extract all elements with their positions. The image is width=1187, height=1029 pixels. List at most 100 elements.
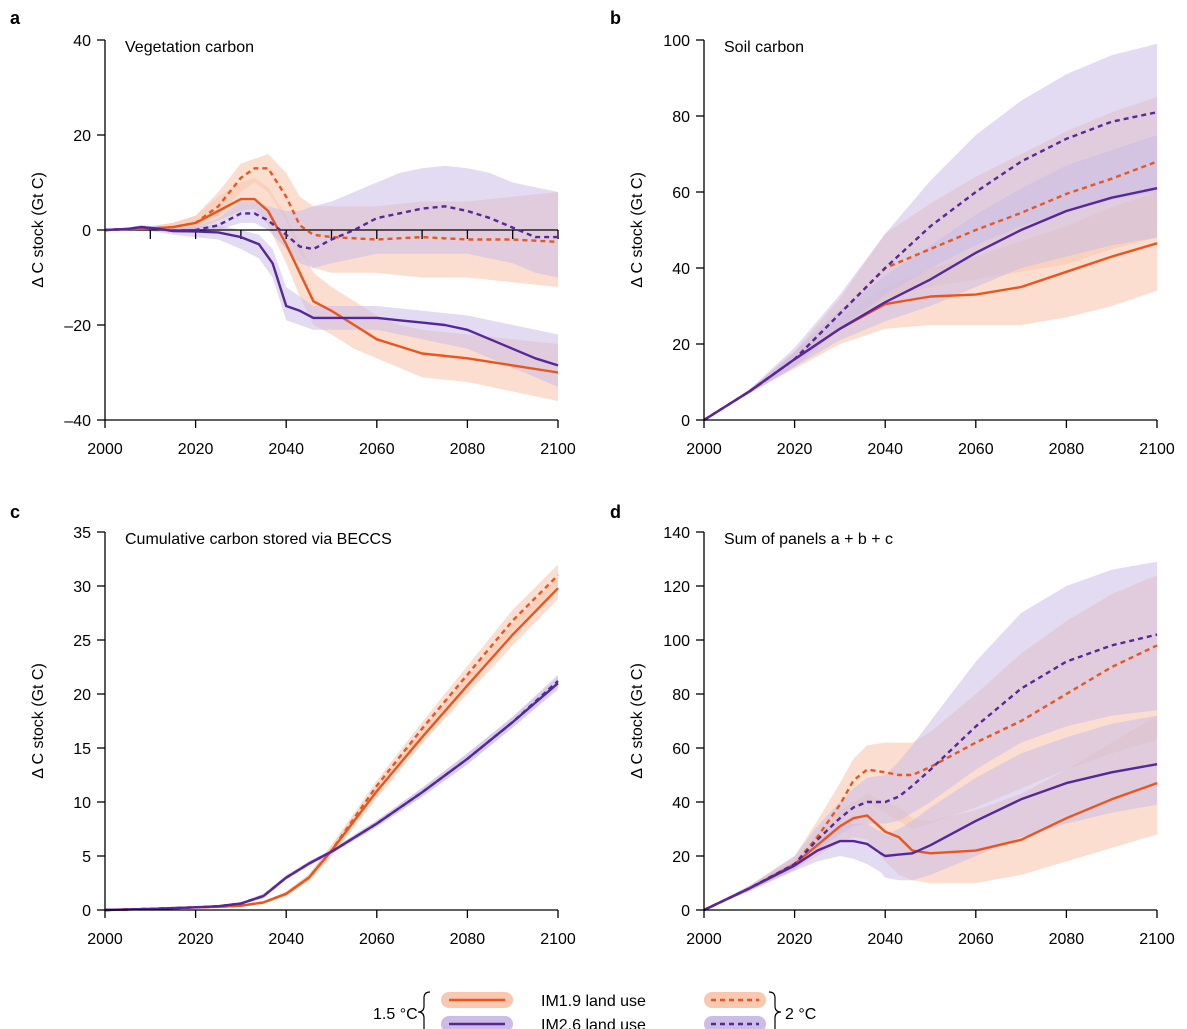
x-tick-label: 2040 xyxy=(268,441,304,458)
legend-right-brace xyxy=(768,991,782,1029)
panel-title: Cumulative carbon stored via BECCS xyxy=(125,531,392,548)
x-tick-label: 2080 xyxy=(1049,931,1085,948)
panel-letter: c xyxy=(10,502,20,522)
y-tick-label: 80 xyxy=(672,109,690,126)
panel-letter: d xyxy=(610,502,621,522)
uncertainty-bands xyxy=(105,564,558,910)
series-line-im26-1p5c xyxy=(703,763,1158,912)
series-line-im19-1p5c xyxy=(104,197,559,374)
x-tick-label: 2100 xyxy=(1139,931,1175,948)
y-tick-label: –40 xyxy=(64,413,91,430)
y-axis-label: Δ C stock (Gt C) xyxy=(629,172,646,288)
y-tick-label: 20 xyxy=(672,849,690,866)
legend-entry-im19: IM1.9 land use xyxy=(541,993,646,1010)
y-tick-label: 140 xyxy=(663,525,690,542)
y-tick-label: 15 xyxy=(73,741,91,758)
y-tick-label: 60 xyxy=(672,185,690,202)
legend: 1.5 °C IM1.9 land use IM2.6 land use 2 °C xyxy=(373,991,816,1029)
y-tick-label: 100 xyxy=(663,33,690,50)
x-tick-label: 2080 xyxy=(450,441,486,458)
y-axis-label: Δ C stock (Gt C) xyxy=(30,663,47,779)
x-tick-label: 2020 xyxy=(777,931,813,948)
legend-swatch-band-dashed-im19 xyxy=(704,992,766,1008)
uncertainty-bands xyxy=(105,154,558,401)
panel-title: Sum of panels a + b + c xyxy=(724,531,893,548)
uncertainty-bands xyxy=(704,561,1157,910)
series-line-im26-2c xyxy=(104,205,558,251)
x-tick-label: 2040 xyxy=(268,931,304,948)
band-im26-1p5c xyxy=(105,225,558,387)
y-tick-label: 10 xyxy=(73,795,91,812)
series-line-im26-2c xyxy=(703,633,1158,912)
x-tick-label: 2060 xyxy=(958,441,994,458)
x-tick-label: 2060 xyxy=(958,931,994,948)
series-lines xyxy=(703,111,1158,422)
x-tick-label: 2100 xyxy=(1139,441,1175,458)
x-tick-label: 2000 xyxy=(686,441,722,458)
series-lines xyxy=(703,633,1158,912)
y-tick-label: 0 xyxy=(681,413,690,430)
band-im26-2c xyxy=(704,43,1157,421)
series-line-im19-2c xyxy=(104,167,559,244)
legend-swatch-band-im26 xyxy=(441,1016,513,1029)
panel-letter: a xyxy=(10,8,21,28)
y-tick-label: 30 xyxy=(73,579,91,596)
panel-letter: b xyxy=(610,8,621,28)
x-tick-label: 2040 xyxy=(867,931,903,948)
x-tick-label: 2100 xyxy=(540,931,576,948)
panel-d: d Sum of panels a + b + c Δ C stock (Gt C)… xyxy=(610,502,1175,948)
x-tick-label: 2000 xyxy=(87,441,123,458)
series-line-im26-2c xyxy=(104,680,559,912)
legend-left-label: 1.5 °C xyxy=(373,1006,418,1023)
x-tick-label: 2080 xyxy=(450,931,486,948)
band-im19-1p5c xyxy=(704,715,1157,910)
band-im26-2c xyxy=(105,165,558,278)
y-tick-label: 0 xyxy=(82,903,91,920)
legend-left-brace xyxy=(417,991,431,1029)
y-tick-label: 35 xyxy=(73,525,91,542)
series-lines xyxy=(104,167,559,374)
panel-title: Vegetation carbon xyxy=(125,39,254,56)
x-tick-label: 2020 xyxy=(178,441,214,458)
y-tick-label: 80 xyxy=(672,687,690,704)
y-tick-label: 25 xyxy=(73,633,91,650)
y-tick-label: 20 xyxy=(672,337,690,354)
series-line-im26-2c xyxy=(703,111,1158,422)
band-im26-2c xyxy=(704,561,1157,910)
panel-c: c Cumulative carbon stored via BECCS Δ C s… xyxy=(10,502,576,948)
band-im26-2c xyxy=(105,674,558,910)
band-im26-1p5c xyxy=(105,676,558,910)
x-tick-label: 2080 xyxy=(1049,441,1085,458)
series-line-im19-1p5c xyxy=(703,781,1158,912)
uncertainty-bands xyxy=(704,43,1157,421)
legend-swatch-band-dashed-im26 xyxy=(704,1016,766,1029)
y-axis-label: Δ C stock (Gt C) xyxy=(629,663,646,779)
legend-right-label: 2 °C xyxy=(785,1006,816,1023)
series-line-im26-1p5c xyxy=(104,682,559,912)
series-line-im19-1p5c xyxy=(104,587,559,912)
x-tick-label: 2020 xyxy=(777,441,813,458)
y-tick-label: 5 xyxy=(82,849,91,866)
band-im26-1p5c xyxy=(704,715,1157,910)
y-tick-label: 120 xyxy=(663,579,690,596)
y-axis-label: Δ C stock (Gt C) xyxy=(30,172,47,288)
band-im19-1p5c xyxy=(105,177,558,401)
y-tick-label: 100 xyxy=(663,633,690,650)
legend-entry-im26: IM2.6 land use xyxy=(541,1017,646,1029)
x-tick-label: 2060 xyxy=(359,441,395,458)
panel-title: Soil carbon xyxy=(724,39,804,56)
y-tick-label: 40 xyxy=(672,261,690,278)
x-tick-label: 2000 xyxy=(686,931,722,948)
y-tick-label: –20 xyxy=(64,318,91,335)
y-tick-label: 60 xyxy=(672,741,690,758)
y-tick-label: 0 xyxy=(681,903,690,920)
panel-a: a Vegetation carbon Δ C stock (Gt C) –40 –20… xyxy=(10,8,576,458)
y-tick-label: 40 xyxy=(73,33,91,50)
y-tick-label: 20 xyxy=(73,128,91,145)
x-tick-label: 2040 xyxy=(867,441,903,458)
y-tick-label: 0 xyxy=(82,223,91,240)
y-tick-label: 20 xyxy=(73,687,91,704)
x-tick-label: 2020 xyxy=(178,931,214,948)
